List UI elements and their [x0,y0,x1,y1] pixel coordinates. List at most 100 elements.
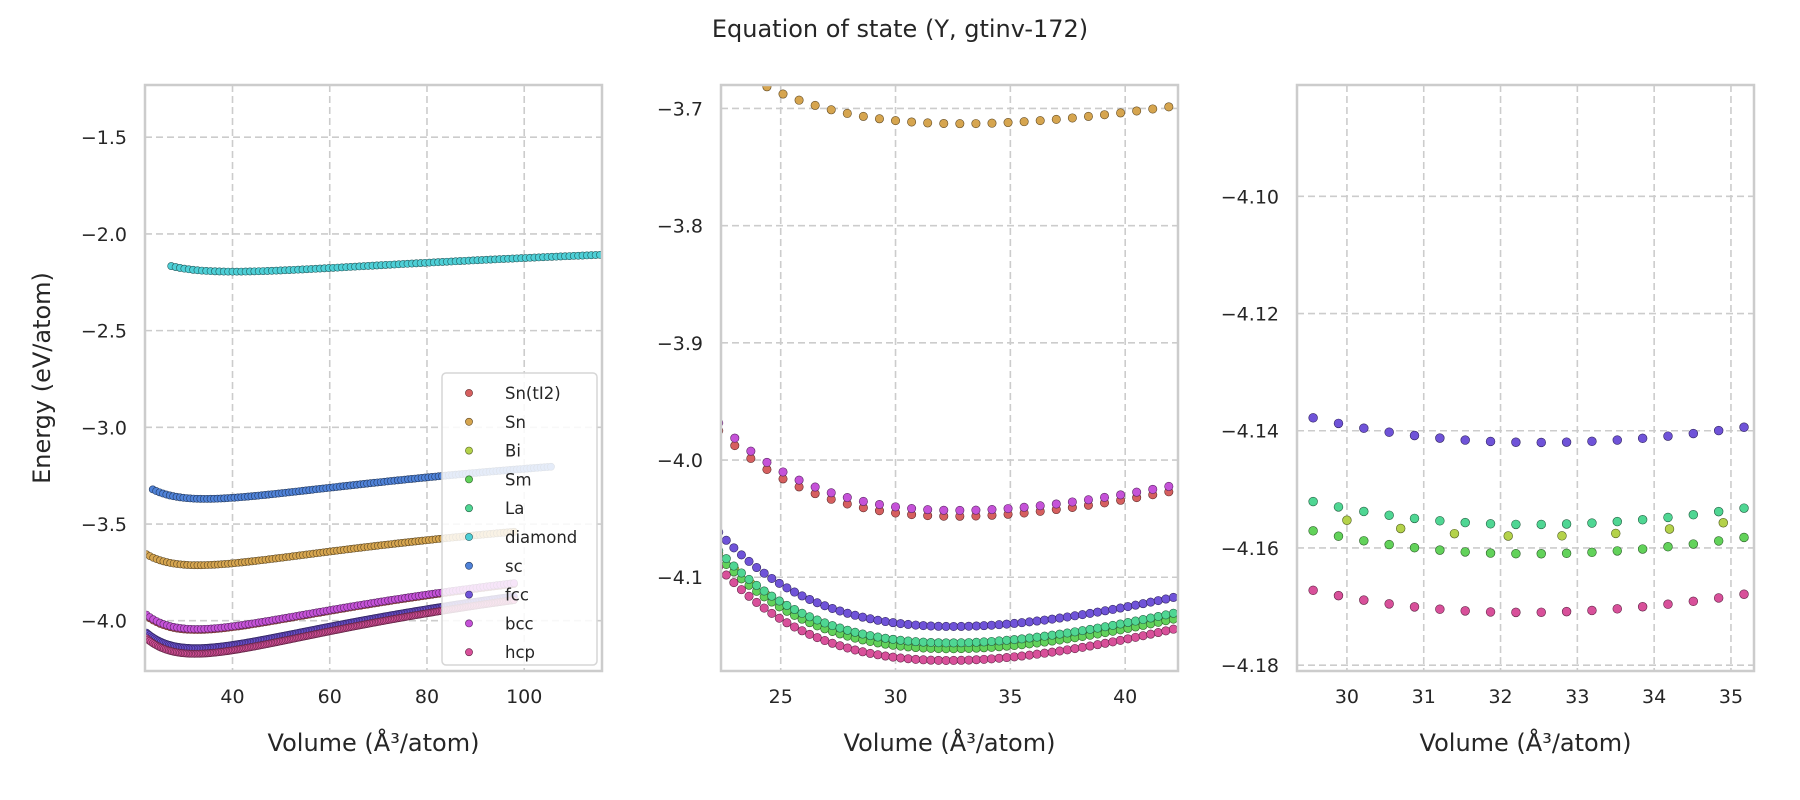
data-point [1713,593,1724,603]
legend-marker [465,389,473,397]
data-point [933,638,943,648]
data-point [1017,618,1027,628]
data-point [1070,644,1080,654]
legend-item: Sm [465,470,532,489]
data-point [721,570,731,580]
data-point [880,617,890,627]
legend-marker [465,619,473,628]
data-point [926,621,936,631]
data-point [1637,515,1648,525]
data-point [812,598,822,608]
data-point [1070,627,1080,637]
legend-item: hcp [465,643,535,662]
legend-item: fcc [465,586,529,605]
data-point [987,636,997,646]
data-point [896,619,906,629]
data-point [774,596,784,606]
data-point [880,651,890,661]
data-point [1561,606,1572,617]
data-point [1164,102,1174,112]
legend-label: diamond [505,528,577,547]
data-point [964,621,974,631]
y-tick-label: −2.5 [81,321,127,343]
data-point [810,100,820,110]
data-point [1409,602,1420,612]
scatter-points [1235,413,1799,618]
data-point [1055,613,1065,623]
legend-item: Sn(tI2) [465,384,561,403]
legend-marker [465,446,473,455]
data-point [1083,495,1093,505]
data-point [810,482,820,492]
data-point [1283,580,1292,589]
y-tick-label: −4.0 [81,611,127,633]
data-point [987,505,997,515]
data-point [767,591,777,601]
legend-item: bcc [465,614,534,633]
data-point [774,613,784,623]
data-point [1116,108,1126,118]
data-point [1283,491,1292,500]
data-point [1435,604,1445,614]
data-point [1040,631,1050,641]
x-tick-label: 60 [318,686,342,708]
data-point [1003,118,1013,128]
data-point [1333,531,1344,541]
data-point [1153,628,1163,638]
data-point [873,615,883,625]
data-point [778,467,788,477]
data-point [1035,501,1045,511]
data-point [1138,615,1148,625]
data-point [1790,525,1799,534]
data-point [1009,618,1019,628]
data-point [1460,435,1470,445]
data-point [1047,614,1057,624]
data-point [1713,425,1724,436]
data-point [888,634,898,644]
y-tick-labels: −4.10 −4.12 −4.14 −4.16 −4.18 [1221,186,1279,677]
data-point [1146,613,1156,623]
data-point [1181,479,1189,487]
data-point [1485,519,1496,529]
data-point [1161,610,1171,620]
data-point [1235,488,1244,497]
data-point [759,603,769,613]
y-tick-label: −4.16 [1221,538,1279,560]
data-point [1663,512,1673,523]
data-point [1168,624,1178,634]
data-point [1503,531,1513,541]
series-hcp [1283,580,1749,618]
data-point [1612,435,1622,445]
data-point [923,118,933,128]
data-point [1409,542,1420,553]
data-point [1123,602,1133,612]
panel-full-range: 40 60 80 100 −1.5 −2.0 −2.5 −3.0 −3.5 −4.0 Volum… [28,83,604,757]
data-point [843,625,853,635]
data-point [1047,630,1057,640]
y-tick-label: −3.9 [657,333,703,355]
data-point [1561,548,1572,558]
x-tick-label: 40 [220,686,244,708]
series-fcc [721,528,1178,631]
data-point [1181,609,1189,617]
data-point [1485,436,1496,447]
data-point [842,108,852,118]
data-point [715,53,723,61]
x-tick-label: 25 [769,686,793,708]
data-point [1115,619,1125,629]
data-point [1077,626,1087,636]
data-point [896,635,906,645]
data-point [1083,111,1093,121]
data-point [1148,484,1158,494]
data-point [933,621,943,631]
data-point [1663,542,1673,552]
data-point [1070,611,1080,621]
data-point [1435,545,1445,555]
data-point [979,621,989,631]
data-point [1138,599,1148,609]
data-point [1181,100,1189,108]
data-point [1003,504,1013,514]
legend-marker [465,533,473,541]
data-point [752,597,762,607]
data-point [835,606,845,616]
